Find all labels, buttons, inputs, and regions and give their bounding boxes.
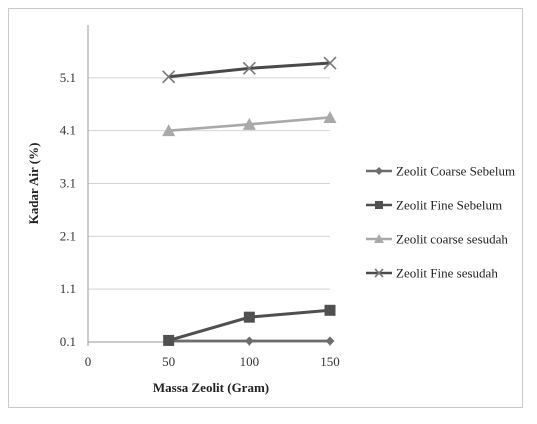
chart-border — [8, 8, 523, 408]
diamond-marker — [325, 336, 335, 346]
triangle-marker — [323, 110, 337, 123]
legend-item: Zeolit Coarse Sebelum — [366, 164, 515, 179]
triangle-marker — [374, 234, 384, 243]
legend-label: Zeolit Fine sesudah — [396, 266, 498, 281]
x-tick-label: 150 — [320, 354, 340, 369]
series-x — [162, 56, 337, 84]
data-series — [162, 56, 337, 346]
gridlines — [88, 77, 330, 290]
legend-label: Zeolit Fine Sebelum — [396, 198, 502, 213]
x-axis-title: Massa Zeolit (Gram) — [153, 380, 269, 395]
diamond-marker — [375, 167, 383, 175]
square-marker — [243, 311, 255, 323]
x-marker-stroke — [323, 56, 337, 70]
series-diamond — [164, 336, 335, 346]
x-tick-label: 0 — [85, 354, 92, 369]
y-tick-label: 3.1 — [60, 176, 76, 191]
y-tick-label: 4.1 — [60, 123, 76, 138]
y-tick-label: 0.1 — [60, 334, 76, 349]
square-marker — [324, 304, 336, 316]
triangle-marker — [162, 124, 176, 137]
diamond-marker — [244, 336, 254, 346]
x-marker — [323, 56, 337, 70]
y-tick-label: 5.1 — [60, 70, 76, 85]
x-marker — [162, 70, 176, 84]
series-line — [168, 61, 331, 79]
legend: Zeolit Coarse Sebelum Zeolit Fine Sebelum… — [366, 164, 515, 281]
square-marker — [163, 334, 175, 346]
series-triangle — [162, 110, 337, 137]
y-axis-title: Kadar Air (%) — [26, 143, 41, 225]
x-marker-stroke — [242, 61, 256, 75]
x-tick-label: 100 — [240, 354, 260, 369]
triangle-marker — [242, 117, 256, 130]
legend-label: Zeolit Coarse Sebelum — [396, 164, 515, 179]
legend-label: Zeolit coarse sesudah — [396, 232, 508, 247]
legend-item: Zeolit Fine Sebelum — [366, 198, 502, 213]
x-marker — [242, 61, 256, 75]
x-marker-stroke — [162, 70, 176, 84]
x-marker-stroke — [374, 268, 384, 278]
series-square — [163, 304, 336, 346]
y-tick-label: 2.1 — [60, 228, 76, 243]
x-tick-label: 50 — [162, 354, 175, 369]
square-marker — [375, 201, 383, 209]
tick-labels: 0.1 1.1 2.1 3.1 4.1 5.1 0 50 100 150 — [60, 70, 340, 369]
y-tick-label: 1.1 — [60, 281, 76, 296]
legend-item: Zeolit coarse sesudah — [366, 232, 508, 247]
x-marker — [374, 268, 384, 278]
legend-item: Zeolit Fine sesudah — [366, 266, 498, 281]
